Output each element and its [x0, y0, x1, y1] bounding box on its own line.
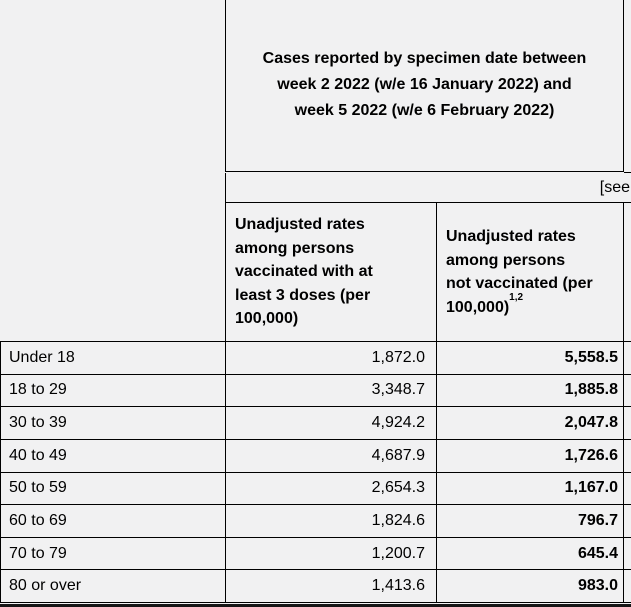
- unvaccinated-rate-value: 1,167.0: [437, 472, 624, 505]
- cut-off-cell: [624, 375, 631, 407]
- cases-period-header-line: Cases reported by specimen date between: [262, 50, 587, 67]
- vaccinated-rate-value: 3,348.7: [226, 374, 437, 407]
- cases-period-header-line: week 2 2022 (w/e 16 January 2022) and: [277, 76, 572, 93]
- cut-off-cell: [624, 505, 631, 537]
- cases-period-header-line: week 5 2022 (w/e 6 February 2022): [294, 102, 555, 119]
- cut-off-cell: [624, 538, 631, 570]
- table-row: 18 to 29 3,348.7 1,885.8: [0, 374, 631, 408]
- age-group-label: 40 to 49: [0, 439, 226, 472]
- column-header-line: Unadjusted rates: [446, 228, 576, 245]
- footnote-superscript: 1,2: [509, 292, 524, 304]
- column-header-line: Unadjusted rates: [235, 216, 365, 234]
- unvaccinated-rate-value: 1,726.6: [437, 439, 624, 472]
- table-row: 40 to 49 4,687.9 1,726.6: [0, 439, 631, 473]
- age-group-label: 18 to 29: [0, 374, 226, 407]
- cut-off-cell: [624, 473, 631, 505]
- age-group-rows: Under 18 1,872.0 5,558.5 18 to 29 3,348.…: [0, 341, 631, 603]
- cut-off-column-strip: [624, 0, 631, 173]
- unvaccinated-rate-value: 1,885.8: [437, 374, 624, 407]
- age-group-label: 80 or over: [0, 570, 226, 602]
- table-row: 70 to 79 1,200.7 645.4: [0, 537, 631, 571]
- cut-off-cell: [624, 407, 631, 439]
- age-group-label: 60 to 69: [0, 505, 226, 537]
- cut-off-cell: [624, 440, 631, 472]
- unvaccinated-rate-value: 983.0: [437, 570, 624, 602]
- column-header-line-text: 100,000): [446, 298, 510, 316]
- column-header-line: 100,000)1,2: [446, 293, 623, 320]
- vaccinated-rate-value: 1,824.6: [226, 505, 437, 537]
- age-group-label: 50 to 59: [0, 472, 226, 505]
- age-group-label: 30 to 39: [0, 407, 226, 439]
- vaccinated-rate-value: 4,687.9: [226, 439, 437, 472]
- vaccinated-rate-value: 1,413.6: [226, 570, 437, 602]
- column-header-line: 100,000): [235, 310, 299, 328]
- vaccinated-rate-value: 4,924.2: [226, 407, 437, 439]
- table-row: 50 to 59 2,654.3 1,167.0: [0, 472, 631, 506]
- table-row: 80 or over 1,413.6 983.0: [0, 570, 631, 603]
- vaccinated-rate-value: 1,200.7: [226, 537, 437, 570]
- unvaccinated-rate-value: 2,047.8: [437, 407, 624, 439]
- vaccinated-rate-value: 1,872.0: [226, 342, 437, 374]
- column-header-line: among persons: [446, 251, 566, 269]
- vaccinated-rate-value: 2,654.3: [226, 472, 437, 505]
- cut-off-next-section-border: [0, 604, 631, 607]
- unvaccinated-rate-value: 796.7: [437, 505, 624, 537]
- column-header-unvaccinated-rates: Unadjusted rates among persons not vacci…: [437, 203, 624, 341]
- column-header-line: among persons: [235, 239, 355, 257]
- cut-off-cell: [624, 342, 631, 374]
- cut-off-cell: [624, 570, 631, 602]
- unvaccinated-rate-value: 645.4: [437, 537, 624, 570]
- cases-period-header-cell: Cases reported by specimen date between …: [225, 0, 624, 172]
- table-row: 30 to 39 4,924.2 2,047.8: [0, 407, 631, 440]
- column-header-vaccinated-rates: Unadjusted rates among persons vaccinate…: [225, 203, 437, 341]
- table-row: 60 to 69 1,824.6 796.7: [0, 505, 631, 538]
- unvaccinated-rate-value: 5,558.5: [437, 342, 624, 374]
- table-row: Under 18 1,872.0 5,558.5: [0, 342, 631, 375]
- column-header-line: vaccinated with at: [235, 263, 373, 281]
- footnote-reference-text: [see: [599, 178, 630, 196]
- footnote-reference-row: [see: [225, 173, 631, 203]
- age-group-label: 70 to 79: [0, 537, 226, 570]
- age-group-label: Under 18: [0, 342, 226, 374]
- column-header-line: least 3 doses (per: [235, 286, 371, 304]
- column-header-line: not vaccinated (per: [446, 275, 593, 292]
